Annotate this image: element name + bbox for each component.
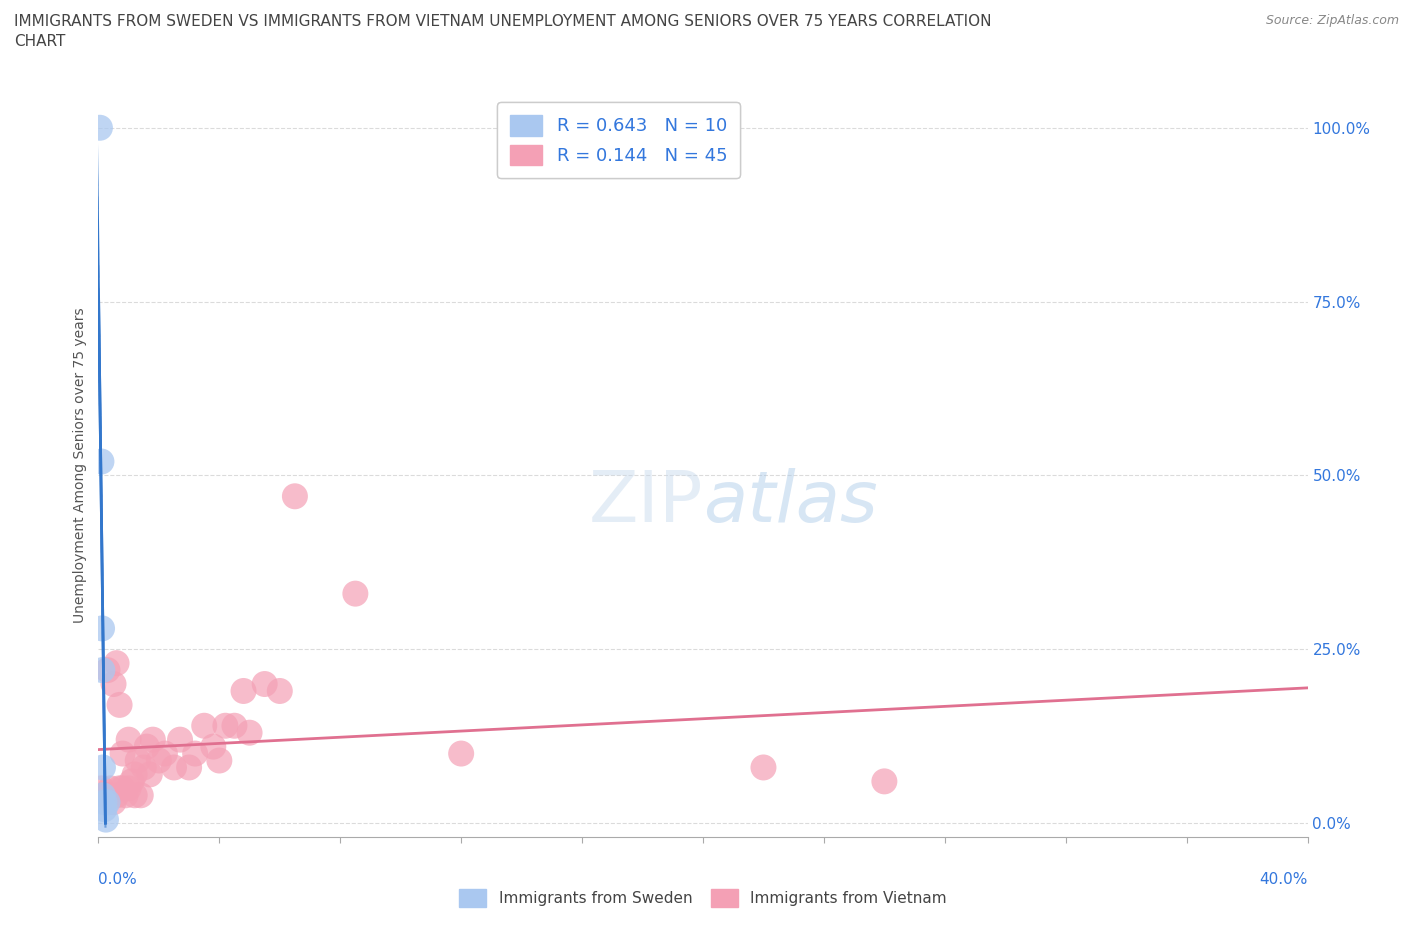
Point bbox=[91, 760, 114, 775]
Point bbox=[96, 663, 118, 678]
Point bbox=[450, 746, 472, 761]
Point bbox=[89, 120, 111, 135]
Point bbox=[100, 781, 122, 796]
Y-axis label: Unemployment Among Seniors over 75 years: Unemployment Among Seniors over 75 years bbox=[73, 307, 87, 623]
Point bbox=[184, 746, 207, 761]
Point bbox=[202, 739, 225, 754]
Point bbox=[344, 586, 367, 601]
Point bbox=[208, 753, 231, 768]
Point bbox=[214, 718, 236, 733]
Point bbox=[91, 663, 114, 678]
Point bbox=[93, 802, 115, 817]
Text: 40.0%: 40.0% bbox=[1260, 871, 1308, 886]
Point bbox=[253, 677, 276, 692]
Point bbox=[90, 781, 112, 796]
Point bbox=[94, 812, 117, 827]
Legend: Immigrants from Sweden, Immigrants from Vietnam: Immigrants from Sweden, Immigrants from … bbox=[453, 884, 953, 913]
Point bbox=[91, 621, 114, 636]
Text: 0.0%: 0.0% bbox=[98, 871, 138, 886]
Point bbox=[135, 739, 157, 754]
Point bbox=[121, 774, 143, 789]
Point bbox=[96, 795, 118, 810]
Point bbox=[224, 718, 246, 733]
Point bbox=[232, 684, 254, 698]
Point bbox=[142, 732, 165, 747]
Point bbox=[139, 767, 162, 782]
Text: ZIP: ZIP bbox=[589, 468, 703, 537]
Text: IMMIGRANTS FROM SWEDEN VS IMMIGRANTS FROM VIETNAM UNEMPLOYMENT AMONG SENIORS OVE: IMMIGRANTS FROM SWEDEN VS IMMIGRANTS FRO… bbox=[14, 14, 991, 29]
Point bbox=[91, 788, 114, 803]
Point bbox=[103, 677, 125, 692]
Point bbox=[108, 781, 131, 796]
Point bbox=[179, 760, 201, 775]
Text: Source: ZipAtlas.com: Source: ZipAtlas.com bbox=[1265, 14, 1399, 27]
Point bbox=[111, 746, 134, 761]
Point bbox=[93, 795, 115, 810]
Point bbox=[153, 746, 176, 761]
Point bbox=[239, 725, 262, 740]
Point bbox=[127, 753, 149, 768]
Legend: R = 0.643   N = 10, R = 0.144   N = 45: R = 0.643 N = 10, R = 0.144 N = 45 bbox=[496, 102, 740, 178]
Point bbox=[129, 788, 152, 803]
Point bbox=[124, 767, 146, 782]
Point bbox=[163, 760, 186, 775]
Point bbox=[132, 760, 155, 775]
Point bbox=[105, 656, 128, 671]
Point bbox=[873, 774, 896, 789]
Point bbox=[105, 788, 128, 803]
Point bbox=[124, 788, 146, 803]
Point bbox=[169, 732, 191, 747]
Point bbox=[93, 788, 115, 803]
Point bbox=[269, 684, 291, 698]
Point bbox=[108, 698, 131, 712]
Text: atlas: atlas bbox=[703, 468, 877, 537]
Point bbox=[193, 718, 215, 733]
Point bbox=[111, 781, 134, 796]
Point bbox=[96, 788, 118, 803]
Point bbox=[103, 795, 125, 810]
Point bbox=[118, 732, 141, 747]
Point bbox=[90, 454, 112, 469]
Point bbox=[114, 788, 136, 803]
Point bbox=[752, 760, 775, 775]
Point bbox=[284, 489, 307, 504]
Point bbox=[148, 753, 170, 768]
Text: CHART: CHART bbox=[14, 34, 66, 49]
Point bbox=[118, 781, 141, 796]
